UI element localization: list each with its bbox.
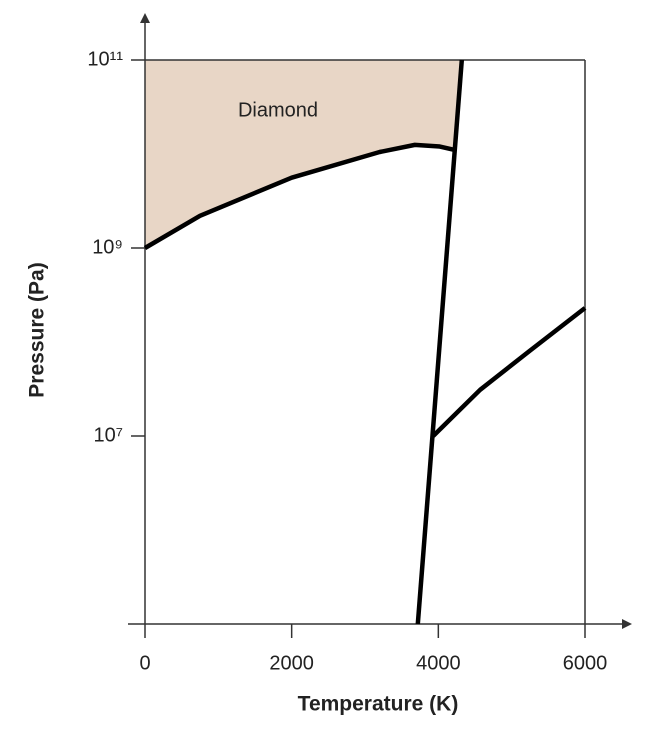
x-tick-label: 4000 <box>416 652 461 674</box>
phase-boundary <box>415 59 465 625</box>
y-tick-label: 10⁹ <box>92 236 123 258</box>
regions <box>145 60 462 248</box>
phase-boundary <box>431 306 587 438</box>
x-tick-label: 2000 <box>269 652 314 674</box>
region-label: Diamond <box>238 99 318 121</box>
x-axis-title: Temperature (K) <box>298 693 459 716</box>
y-tick-label: 10¹¹ <box>87 48 123 70</box>
y-tick-label: 10⁷ <box>94 424 123 446</box>
y-axis-title: Pressure (Pa) <box>26 262 49 397</box>
x-tick-label: 0 <box>139 652 150 674</box>
diamond-region <box>145 60 462 248</box>
phase-boundary <box>143 142 456 250</box>
x-tick-label: 6000 <box>563 652 608 674</box>
